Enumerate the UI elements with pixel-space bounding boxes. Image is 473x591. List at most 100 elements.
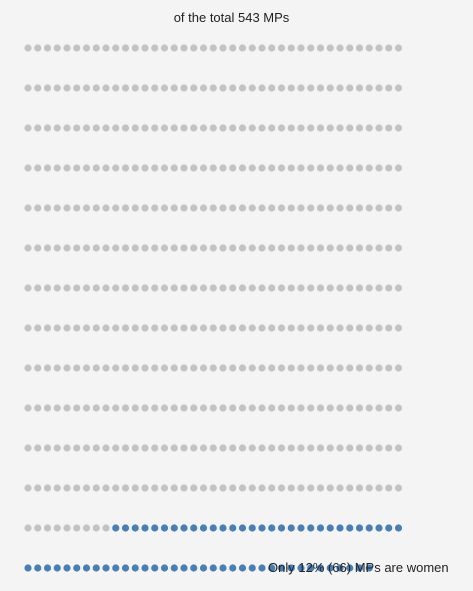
dot-mp	[297, 204, 305, 212]
dot-woman-mp	[73, 564, 81, 572]
dot-mp	[180, 244, 188, 252]
dot-mp	[238, 444, 247, 452]
dot-mp	[63, 124, 71, 132]
dot-mp	[121, 444, 130, 452]
dot-mp	[336, 444, 344, 452]
dot-mp	[355, 404, 364, 412]
dot-mp	[365, 44, 373, 52]
dot-mp	[141, 284, 149, 292]
dot-mp	[121, 204, 130, 212]
dot-mp	[82, 524, 91, 532]
dot-mp	[346, 364, 354, 372]
dot-woman-mp	[229, 524, 237, 532]
dot-mp	[53, 44, 61, 52]
dot-mp	[102, 524, 110, 532]
dot-mp	[209, 84, 217, 92]
dot-mp	[63, 484, 71, 492]
dot-woman-mp	[112, 564, 120, 572]
dot-mp	[297, 284, 305, 292]
dot-mp	[102, 244, 110, 252]
dot-mp	[180, 44, 188, 52]
dot-mp	[277, 164, 286, 172]
dot-mp	[190, 284, 198, 292]
dot-mp	[316, 444, 325, 452]
dot-mp	[24, 204, 32, 212]
dot-mp	[258, 284, 266, 292]
dot-mp	[355, 284, 364, 292]
dot-mp	[102, 84, 110, 92]
dot-mp	[112, 284, 120, 292]
dot-mp	[238, 324, 247, 332]
dot-mp	[268, 364, 276, 372]
dot-mp	[287, 204, 295, 212]
dot-mp	[43, 284, 52, 292]
dot-mp	[102, 404, 110, 412]
dot-woman-mp	[131, 524, 139, 532]
dot-mp	[190, 164, 198, 172]
dot-mp	[238, 364, 247, 372]
dot-mp	[326, 124, 334, 132]
dot-mp	[180, 404, 188, 412]
dot-mp	[248, 484, 256, 492]
dot-mp	[121, 164, 130, 172]
dot-mp	[336, 44, 344, 52]
dot-mp	[151, 164, 159, 172]
dot-mp	[258, 204, 266, 212]
dot-mp	[43, 204, 52, 212]
dot-mp	[346, 404, 354, 412]
dot-mp	[24, 124, 32, 132]
dot-mp	[365, 444, 373, 452]
dot-mp	[394, 444, 403, 452]
dot-mp	[287, 124, 295, 132]
dot-mp	[170, 444, 178, 452]
dot-mp	[346, 444, 354, 452]
dot-woman-mp	[34, 564, 42, 572]
dot-mp	[63, 204, 71, 212]
dot-mp	[190, 124, 198, 132]
dot-mp	[248, 204, 256, 212]
dot-mp	[190, 44, 198, 52]
dot-mp	[141, 324, 149, 332]
dot-mp	[375, 444, 383, 452]
dot-mp	[151, 404, 159, 412]
dot-mp	[102, 324, 110, 332]
dot-mp	[307, 404, 315, 412]
dot-woman-mp	[131, 564, 139, 572]
dot-mp	[287, 444, 295, 452]
dot-mp	[82, 244, 91, 252]
dot-mp	[160, 324, 169, 332]
dot-mp	[102, 284, 110, 292]
dot-mp	[209, 484, 217, 492]
dot-mp	[277, 284, 286, 292]
dot-woman-mp	[287, 564, 295, 572]
dot-mp	[219, 244, 227, 252]
dot-mp	[394, 164, 403, 172]
dot-mp	[229, 404, 237, 412]
dot-mp	[160, 484, 169, 492]
dot-mp	[199, 484, 208, 492]
dot-mp	[385, 404, 393, 412]
dot-mp	[43, 164, 52, 172]
dot-mp	[287, 84, 295, 92]
dot-mp	[170, 324, 178, 332]
dot-mp	[258, 404, 266, 412]
dot-mp	[73, 484, 81, 492]
dot-mp	[355, 84, 364, 92]
dot-mp	[229, 244, 237, 252]
dot-mp	[131, 404, 139, 412]
dot-mp	[151, 484, 159, 492]
dot-mp	[141, 404, 149, 412]
dot-mp	[141, 124, 149, 132]
dot-mp	[277, 84, 286, 92]
dot-mp	[297, 364, 305, 372]
dot-mp	[43, 484, 52, 492]
dot-mp	[297, 124, 305, 132]
dot-mp	[180, 84, 188, 92]
dot-mp	[316, 324, 325, 332]
dot-mp	[170, 484, 178, 492]
dot-mp	[336, 164, 344, 172]
dot-mp	[385, 44, 393, 52]
dot-mp	[238, 484, 247, 492]
dot-mp	[112, 44, 120, 52]
dot-woman-mp	[385, 524, 393, 532]
